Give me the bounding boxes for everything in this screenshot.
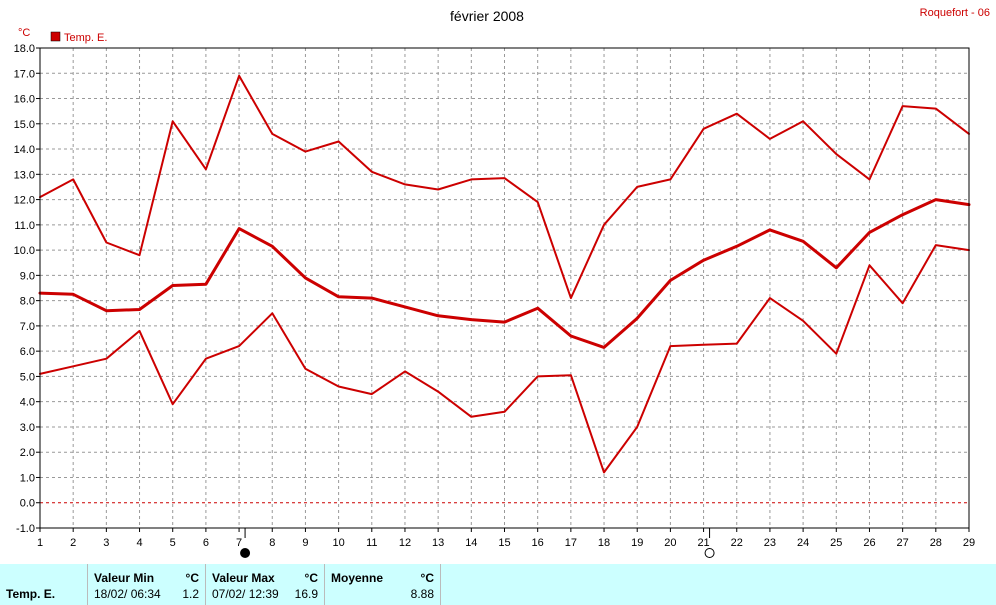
y-tick-label: 14.0 (14, 144, 35, 156)
average-cell: Moyenne °C 8.88 (324, 564, 441, 605)
moon-markers (240, 528, 715, 558)
legend-label: Temp. E. (64, 32, 107, 44)
min-value: 1.2 (182, 587, 199, 601)
new-moon-icon (704, 548, 715, 558)
x-tick-label: 21 (697, 537, 709, 549)
y-tick-label: 16.0 (14, 94, 35, 106)
y-tick-label: 8.0 (20, 296, 35, 308)
y-tick-label: 7.0 (20, 321, 35, 333)
min-timestamp: 18/02/ 06:34 (94, 587, 161, 601)
y-tick-label: 9.0 (20, 270, 35, 282)
series-line-1 (39, 74, 970, 300)
y-tick-label: 2.0 (20, 447, 35, 459)
y-tick-label: 1.0 (20, 472, 35, 484)
x-tick-label: 23 (764, 537, 776, 549)
x-tick-label: 29 (963, 537, 975, 549)
temperature-chart: février 2008 Roquefort - 06 °C Temp. E. … (14, 7, 990, 558)
summary-bar: Temp. E. Valeur Min °C 18/02/ 06:34 1.2 … (0, 564, 996, 605)
y-tick-label: 18.0 (14, 43, 35, 55)
y-axis-unit: °C (18, 27, 30, 39)
max-timestamp: 07/02/ 12:39 (212, 587, 279, 601)
y-tick-label: 6.0 (20, 346, 35, 358)
x-tick-label: 13 (432, 537, 444, 549)
plot-frame (39, 47, 970, 529)
x-tick-label: 6 (203, 537, 209, 549)
grid (40, 47, 969, 529)
chart-title: février 2008 (450, 8, 524, 24)
average-header: Moyenne (331, 571, 384, 585)
y-tick-label: 5.0 (20, 371, 35, 383)
min-unit: °C (185, 571, 199, 585)
y-tick-label: -1.0 (16, 523, 35, 535)
x-tick-label: 27 (897, 537, 909, 549)
y-tick-label: 12.0 (14, 195, 35, 207)
x-tick-label: 9 (302, 537, 308, 549)
series-lines (38, 74, 971, 474)
x-tick-label: 4 (136, 537, 142, 549)
average-value: 8.88 (410, 587, 434, 601)
x-axis-ticks: 1 2 3 4 5 6 7 8 9 10 11 12 13 14 15 16 17 18 19 20 21 22 23 24 2… (37, 528, 975, 549)
x-tick-label: 12 (399, 537, 411, 549)
station-name: Roquefort - 06 (920, 7, 990, 19)
summary-row-label: Temp. E. (6, 587, 56, 601)
legend-swatch (50, 31, 61, 42)
x-tick-label: 24 (797, 537, 809, 549)
x-tick-label: 1 (37, 537, 43, 549)
x-tick-label: 5 (170, 537, 176, 549)
max-header: Valeur Max (212, 571, 275, 585)
series-line-2 (38, 198, 971, 349)
y-tick-label: 13.0 (14, 169, 35, 181)
x-tick-label: 20 (664, 537, 676, 549)
y-tick-label: 15.0 (14, 119, 35, 131)
min-header: Valeur Min (94, 571, 155, 585)
x-tick-label: 14 (465, 537, 477, 549)
full-moon-icon (240, 548, 251, 558)
min-cell: Valeur Min °C 18/02/ 06:34 1.2 (87, 564, 205, 605)
x-tick-label: 19 (631, 537, 643, 549)
average-unit: °C (420, 571, 434, 585)
x-tick-label: 7 (236, 537, 242, 549)
x-tick-label: 16 (532, 537, 544, 549)
x-tick-label: 28 (930, 537, 942, 549)
x-tick-label: 26 (863, 537, 875, 549)
x-tick-label: 17 (565, 537, 577, 549)
x-tick-label: 22 (731, 537, 743, 549)
y-axis-ticks: -1.0 0.0 1.0 2.0 3.0 4.0 5.0 6.0 7.0 8.0 9.0 10.0 11… (14, 43, 40, 535)
x-tick-label: 18 (598, 537, 610, 549)
x-tick-label: 2 (70, 537, 76, 549)
y-tick-label: 17.0 (14, 68, 35, 80)
x-tick-label: 25 (830, 537, 842, 549)
x-tick-label: 10 (332, 537, 344, 549)
y-tick-label: 10.0 (14, 245, 35, 257)
series-line-3 (39, 244, 970, 474)
y-tick-label: 4.0 (20, 397, 35, 409)
x-tick-label: 3 (103, 537, 109, 549)
max-cell: Valeur Max °C 07/02/ 12:39 16.9 (205, 564, 324, 605)
max-unit: °C (304, 571, 318, 585)
x-tick-label: 11 (366, 537, 377, 549)
max-value: 16.9 (294, 587, 318, 601)
x-tick-label: 15 (498, 537, 510, 549)
x-tick-label: 8 (269, 537, 275, 549)
y-tick-label: 11.0 (14, 220, 35, 232)
y-tick-label: 3.0 (20, 422, 35, 434)
y-tick-label: 0.0 (20, 498, 35, 510)
